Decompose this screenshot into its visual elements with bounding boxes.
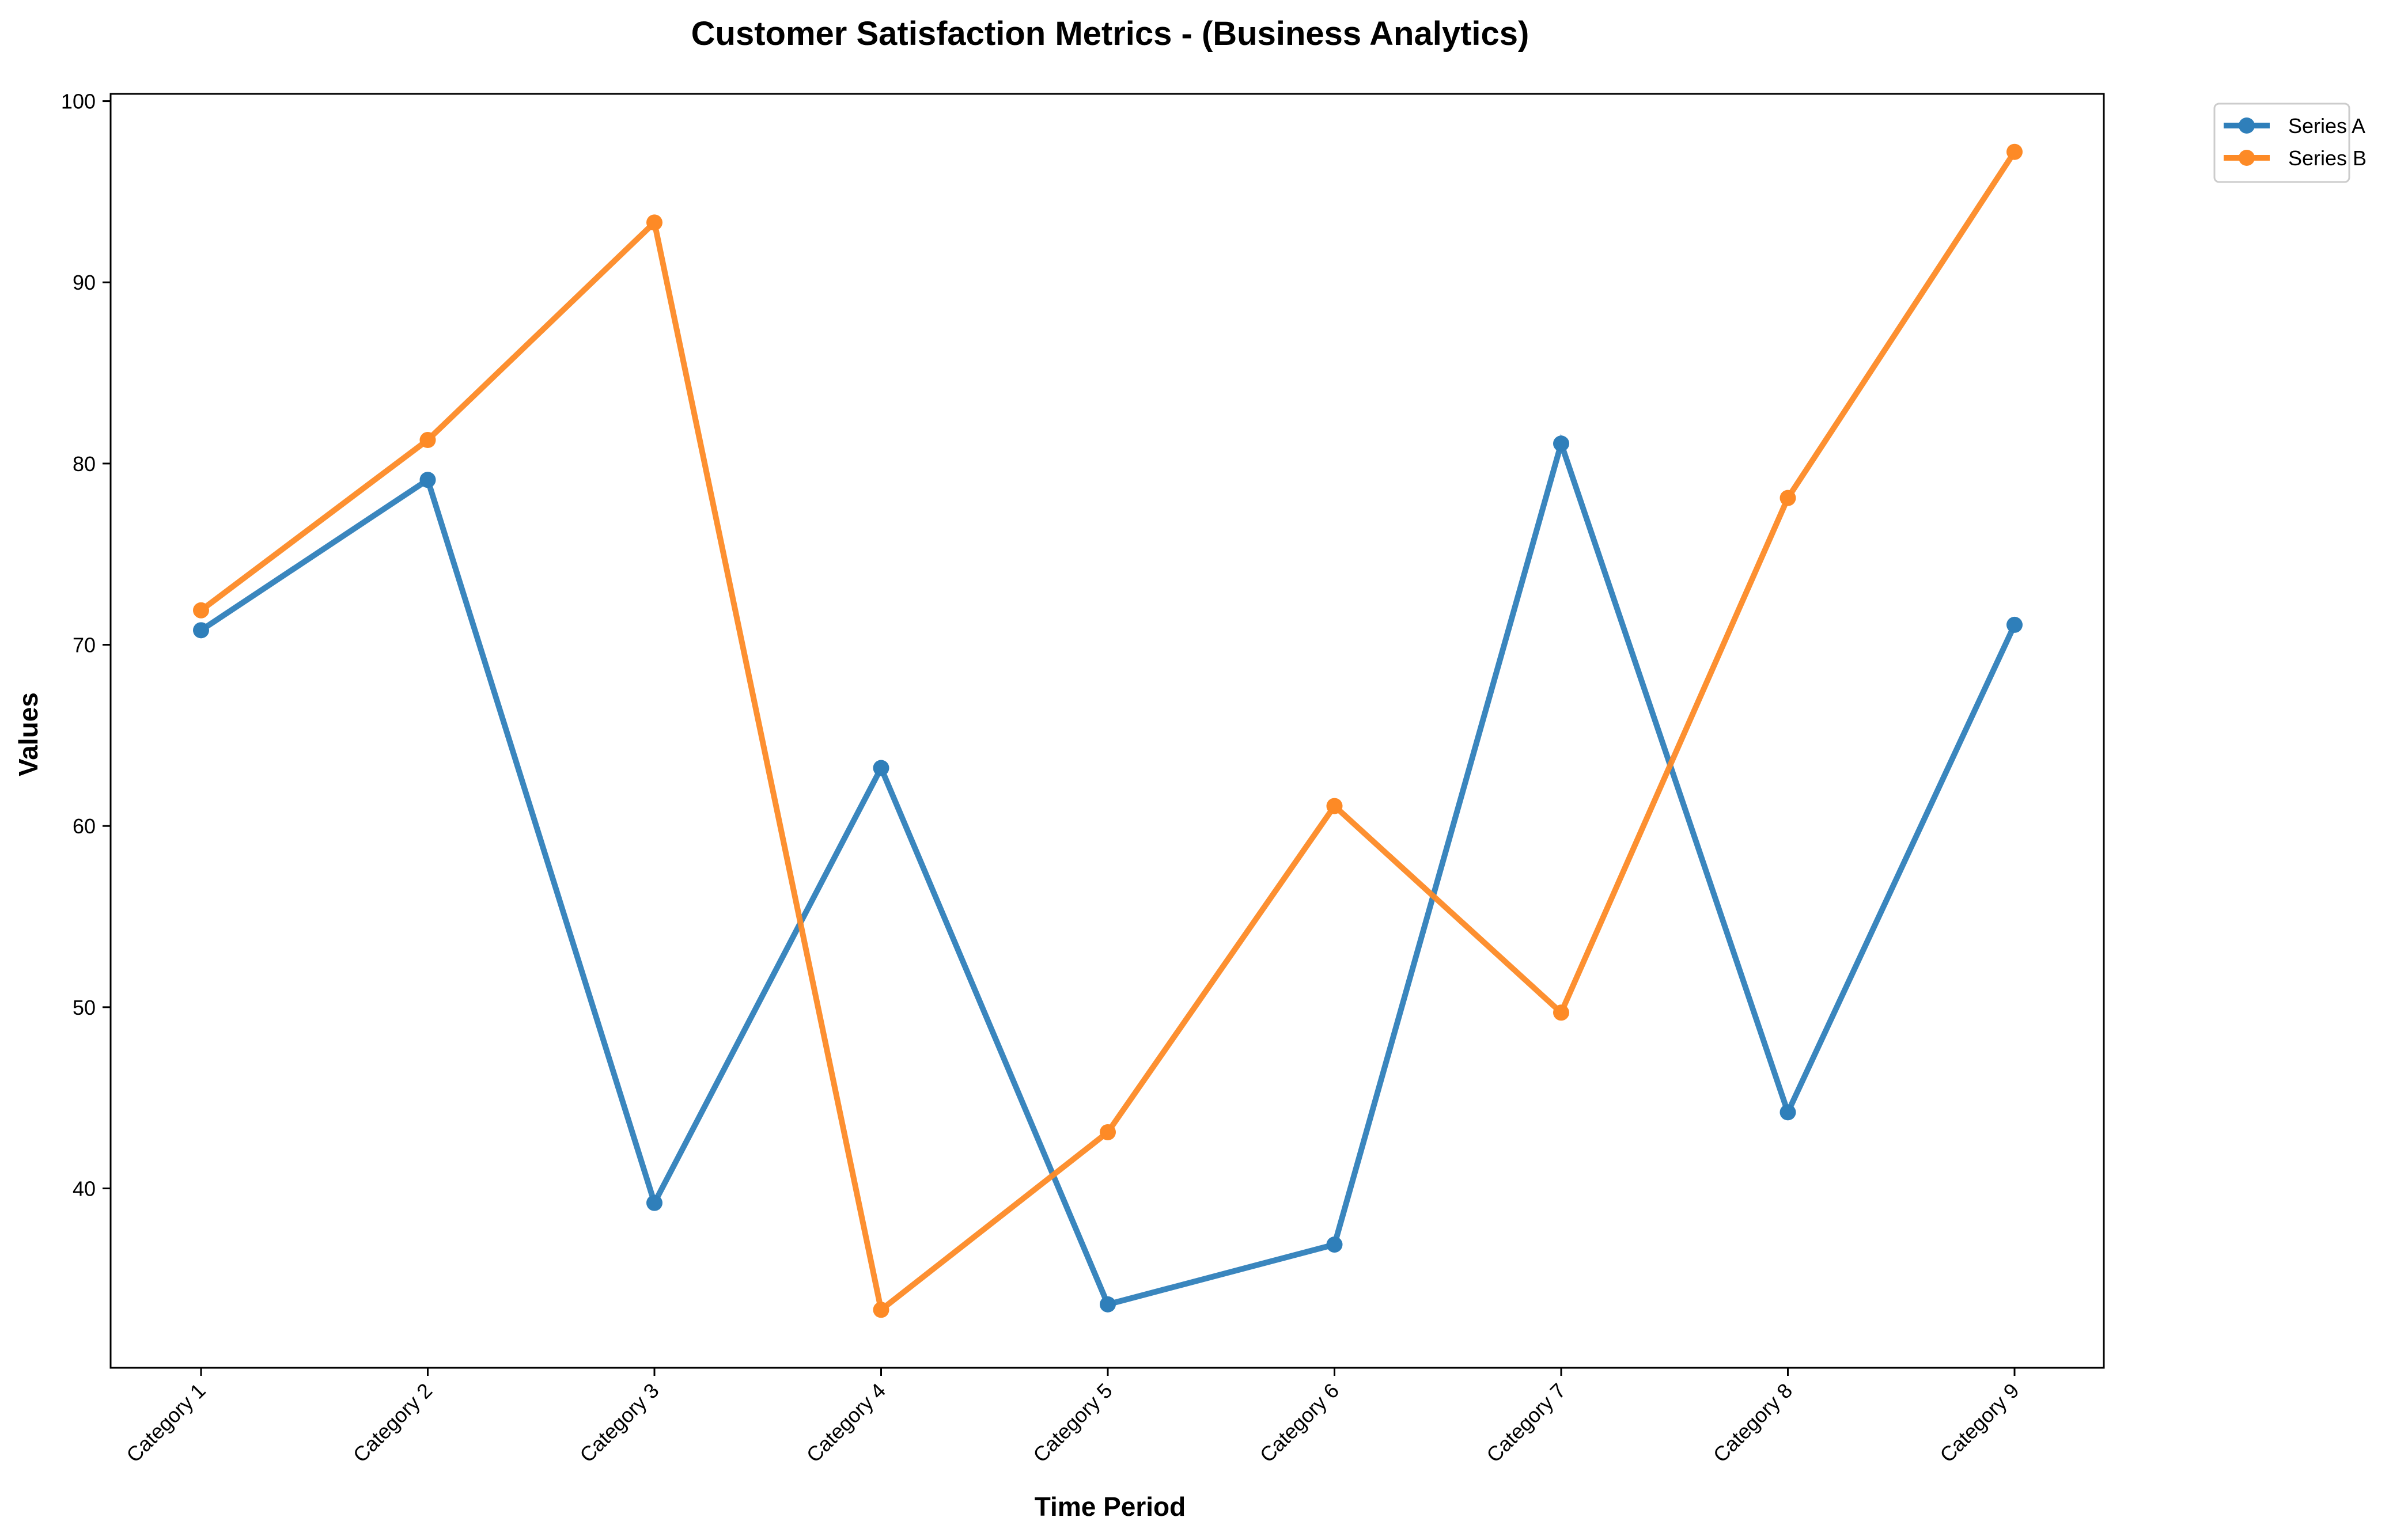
legend-label: Series B	[2288, 146, 2367, 170]
series-point-b	[193, 602, 209, 619]
series-point-b	[646, 214, 662, 231]
y-tick-label: 50	[73, 996, 96, 1019]
series-point-a	[1326, 1236, 1343, 1253]
series-point-a	[193, 622, 209, 639]
y-axis-label: Values	[13, 692, 43, 776]
series-point-b	[1780, 490, 1796, 506]
x-tick-label: Category 2	[349, 1379, 437, 1467]
legend-swatch-marker	[2239, 117, 2255, 134]
y-tick-label: 100	[61, 90, 96, 113]
x-tick-label: Category 7	[1482, 1379, 1570, 1467]
series-point-a	[1780, 1104, 1796, 1121]
legend-swatch-marker	[2239, 150, 2255, 166]
y-tick-label: 70	[73, 634, 96, 657]
plot-frame	[109, 93, 2105, 1369]
x-tick-label: Category 9	[1935, 1379, 2024, 1467]
y-tick-label: 40	[73, 1177, 96, 1200]
chart-title: Customer Satisfaction Metrics - (Busines…	[691, 15, 1529, 52]
series-point-a	[1100, 1296, 1116, 1313]
x-axis-label: Time Period	[1035, 1492, 1186, 1522]
series-point-b	[419, 431, 436, 448]
x-tick-label: Category 3	[575, 1379, 664, 1467]
series-point-b	[873, 1302, 889, 1318]
y-tick-label: 80	[73, 452, 96, 476]
series-point-a	[2006, 616, 2023, 633]
series-point-a	[419, 472, 436, 488]
series-point-a	[646, 1194, 662, 1211]
series-point-b	[2006, 143, 2023, 160]
series-point-b	[1326, 798, 1343, 814]
y-tick-label: 90	[73, 271, 96, 294]
x-tick-label: Category 6	[1255, 1379, 1344, 1467]
legend-label: Series A	[2288, 114, 2365, 138]
series-line-a	[199, 434, 2017, 1308]
series-point-b	[1553, 1004, 1569, 1021]
x-tick-label: Category 4	[802, 1379, 891, 1467]
x-tick-label: Category 1	[122, 1379, 210, 1467]
legend: Series A Series B	[2213, 103, 2367, 183]
x-tick-label: Category 5	[1028, 1379, 1117, 1467]
series-point-b	[1100, 1124, 1116, 1140]
series-point-a	[873, 760, 889, 776]
y-tick-label: 60	[73, 814, 96, 838]
x-tick-label: Category 8	[1709, 1379, 1797, 1467]
series-point-a	[1553, 435, 1569, 452]
